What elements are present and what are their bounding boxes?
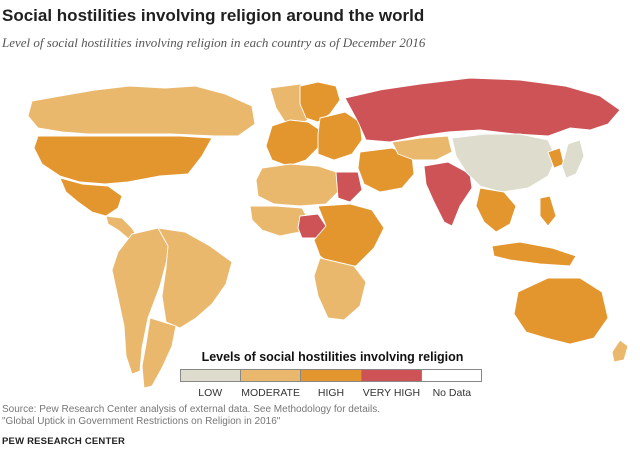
legend-label-very-high: VERY HIGH [362, 387, 421, 399]
chart-title: Social hostilities involving religion ar… [2, 6, 425, 25]
country-western-europe [265, 119, 321, 167]
legend-label-high: HIGH [317, 387, 345, 399]
legend-labels: LOW MODERATE HIGH VERY HIGH No Data [180, 387, 482, 399]
credit-label: PEW RESEARCH CENTER [2, 436, 126, 447]
country-usa [33, 135, 213, 185]
legend-swatch-high [301, 370, 362, 381]
world-map-svg [27, 77, 629, 389]
source-line-1: Source: Pew Research Center analysis of … [2, 404, 380, 415]
country-southeast-asia [475, 187, 517, 233]
country-eastern-europe [317, 111, 363, 161]
map-legend: Levels of social hostilities involving r… [180, 350, 485, 399]
legend-swatch-low [181, 370, 242, 381]
legend-swatch-no-data [421, 370, 482, 381]
source-note: Source: Pew Research Center analysis of … [2, 404, 632, 428]
legend-title: Levels of social hostilities involving r… [201, 350, 464, 364]
country-australia [513, 277, 609, 345]
country-russia [344, 77, 621, 143]
country-indonesia [491, 241, 577, 267]
country-canada [27, 85, 256, 137]
legend-label-low: LOW [198, 387, 223, 399]
legend-swatch-moderate [241, 370, 302, 381]
country-mexico [59, 177, 123, 217]
country-brazil [157, 227, 233, 329]
legend-label-no-data: No Data [432, 387, 472, 399]
country-egypt [335, 171, 363, 203]
country-central-africa [313, 203, 385, 269]
legend-label-moderate: MODERATE [241, 387, 300, 399]
country-japan [561, 139, 585, 179]
country-north-africa [255, 163, 339, 207]
country-philippines [539, 195, 557, 227]
legend-color-bar [180, 369, 482, 382]
country-central-asia [391, 135, 453, 161]
source-line-2: "Global Uptick in Government Restriction… [2, 416, 281, 427]
chart-subtitle: Level of social hostilities involving re… [2, 35, 426, 50]
country-southern-cone [141, 317, 177, 389]
country-new-zealand [611, 339, 629, 363]
country-scandinavia [299, 81, 341, 123]
country-india [423, 161, 473, 227]
world-map [0, 56, 640, 401]
country-china [451, 133, 557, 193]
legend-swatch-very-high [361, 370, 422, 381]
country-southern-africa [313, 257, 367, 321]
